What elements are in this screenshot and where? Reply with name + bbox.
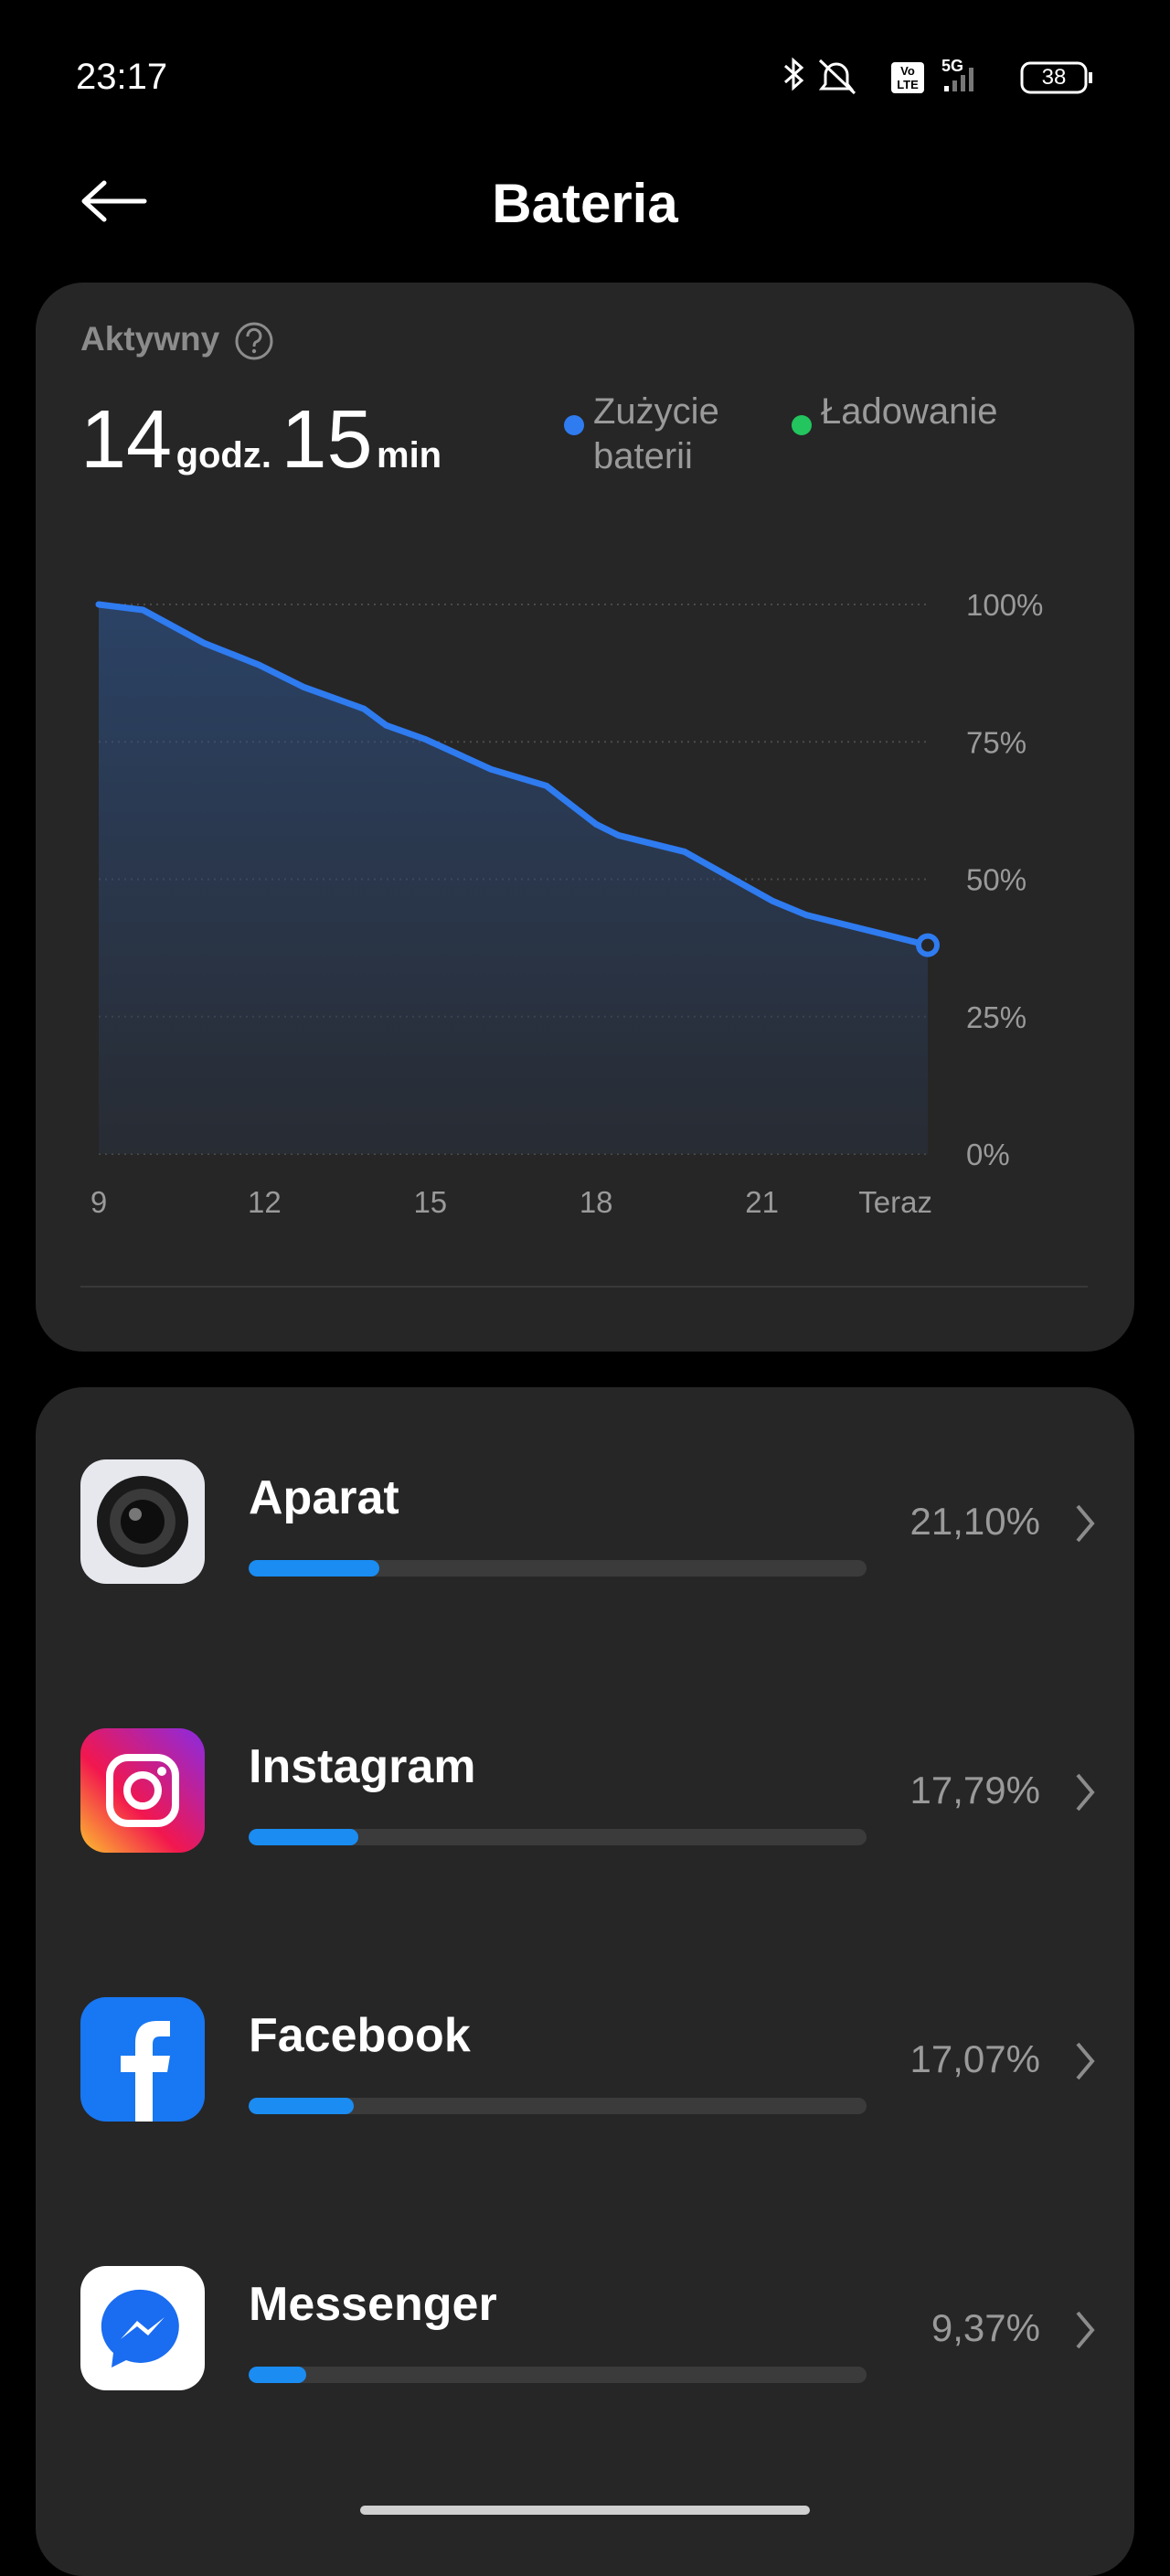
x-tick-label: Teraz [858,1185,932,1219]
svg-text:Vo: Vo [900,64,915,78]
active-label: Aktywny [80,320,220,358]
divider [80,1286,1088,1288]
page-title: Bateria [492,173,678,234]
minutes: 15 [281,394,373,486]
usage-bar [249,2098,355,2114]
legend-dot [564,415,584,435]
app-name: Messenger [249,2278,497,2331]
chevron [1076,2042,1095,2080]
battery-level: 38 [1042,65,1067,90]
app-name: Instagram [249,1740,476,1793]
y-tick-label: 75% [966,725,1026,759]
battery-chart: 0% 25% 50% 75% 100% 9 12 15 18 21 Teraz [90,588,1044,1219]
usage-bar [249,1560,379,1577]
usage-percent: 17,07% [909,2037,1040,2080]
svg-text:LTE: LTE [897,78,919,91]
y-tick-label: 100% [966,588,1043,622]
app-icon [80,1728,205,1853]
app-row[interactable]: Messenger 9,37% [80,2266,1095,2394]
help-icon[interactable] [233,320,275,362]
usage-bar [249,2367,307,2383]
end-point [916,933,940,957]
chevron [1076,1504,1095,1543]
line [95,601,931,949]
status-icons: Vo LTE 5G 38 [784,57,1092,95]
status-time: 23:17 [76,57,168,97]
usage-track [249,1560,867,1577]
usage-percent: 17,79% [909,1769,1040,1812]
usage-track [249,1829,867,1845]
usage-bar [249,1829,359,1845]
app-row[interactable]: Facebook 17,07% [80,1997,1095,2125]
x-tick-label: 12 [248,1185,282,1219]
legend-label: Ładowanie [821,391,998,432]
usage-track [249,2098,867,2114]
x-tick-label: 9 [90,1185,107,1219]
app-row[interactable]: Instagram 17,79% [80,1728,1095,1856]
app-name: Aparat [249,1471,399,1524]
svg-text:5G: 5G [941,57,963,75]
active-time: 14 godz. 15 min [80,393,441,487]
home-indicator[interactable] [360,2506,810,2515]
y-tick-label: 25% [966,1000,1026,1034]
y-tick-label: 0% [966,1138,1010,1171]
app-icon [80,1997,205,2122]
area [99,604,928,1154]
y-tick-label: 50% [966,863,1026,897]
app-name: Facebook [249,2009,471,2062]
app-row[interactable]: Aparat 21,10% [80,1459,1095,1587]
legend-dot [792,415,812,435]
x-tick-label: 18 [580,1185,613,1219]
usage-percent: 21,10% [909,1500,1040,1543]
usage-track [249,2367,867,2383]
x-tick-label: 15 [413,1185,447,1219]
chevron [1076,1773,1095,1812]
usage-percent: 9,37% [931,2306,1040,2349]
minutes-unit: min [377,435,442,476]
app-icon [80,1459,205,1584]
x-tick-label: 21 [745,1185,779,1219]
legend-label: Zużycie baterii [593,391,719,476]
chevron [1076,2311,1095,2349]
hours-unit: godz. [176,435,271,476]
hours: 14 [80,394,173,486]
back-button[interactable] [80,179,154,225]
app-icon [80,2266,205,2390]
